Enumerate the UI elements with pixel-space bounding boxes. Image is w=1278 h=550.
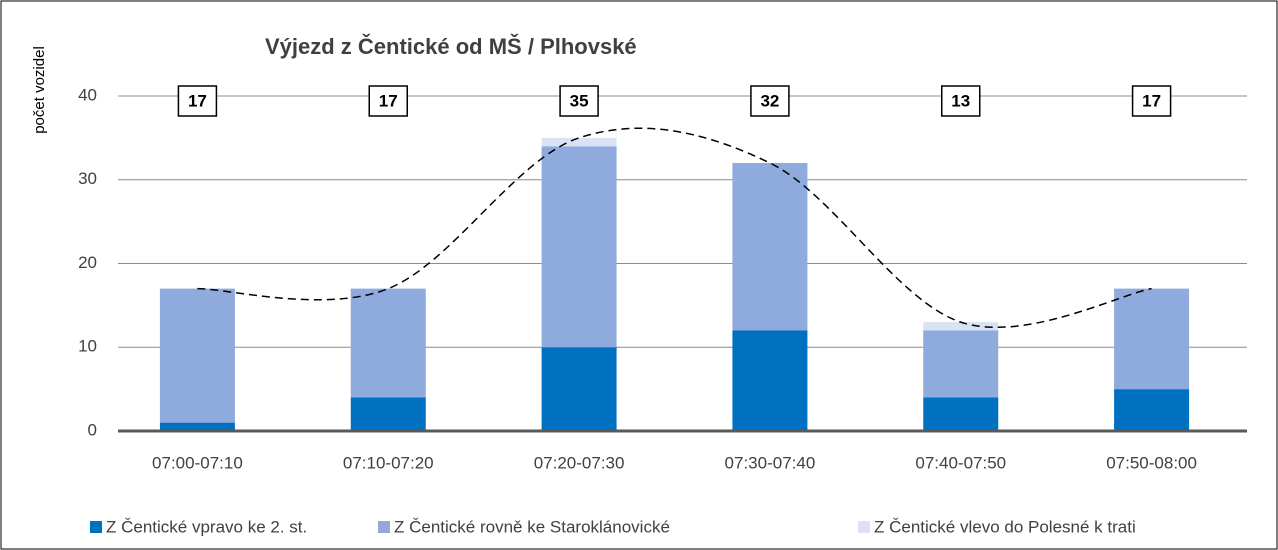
total-label: 35 [570, 91, 589, 110]
total-label: 32 [760, 91, 779, 110]
y-tick-label: 0 [88, 420, 97, 439]
x-tick-label: 07:20-07:30 [534, 453, 625, 472]
legend-label: Z Čentické vlevo do Polesné k trati [874, 517, 1136, 536]
total-label: 17 [379, 91, 398, 110]
bar-segment [159, 288, 235, 423]
bar-segment [732, 330, 808, 431]
bar-segment [350, 288, 426, 398]
bar-segment [541, 137, 617, 147]
bar-segment [1114, 288, 1190, 390]
x-tick-label: 07:10-07:20 [343, 453, 434, 472]
x-tick-label: 07:40-07:50 [915, 453, 1006, 472]
total-label-box [368, 85, 408, 117]
legend-label: Z Čentické vpravo ke 2. st. [106, 517, 307, 536]
x-tick-label: 07:00-07:10 [152, 453, 243, 472]
x-tick-label: 07:30-07:40 [725, 453, 816, 472]
chart-title: Výjezd z Čentické od MŠ / Plhovské [265, 34, 637, 59]
y-tick-label: 30 [78, 169, 97, 188]
y-tick-label: 40 [78, 85, 97, 104]
total-label-box [177, 85, 218, 117]
total-label-box [941, 85, 981, 117]
y-tick-label: 10 [78, 337, 97, 356]
bar-segment [923, 322, 999, 331]
legend-swatch [858, 521, 870, 533]
bar-segment [541, 146, 617, 348]
total-trend-line [197, 127, 1152, 328]
bar-segment [1114, 389, 1190, 431]
bar-segment [923, 330, 999, 398]
total-label: 17 [1142, 91, 1161, 110]
bar-segment [350, 397, 426, 431]
total-label-box [750, 85, 790, 117]
bar-segment [923, 397, 999, 431]
y-tick-label: 20 [78, 253, 97, 272]
bar-segment [541, 347, 617, 431]
bar-segment [732, 163, 808, 331]
total-label: 13 [951, 91, 970, 110]
legend-label: Z Čentické rovně ke Staroklánovické [394, 517, 670, 536]
total-label-box [559, 85, 599, 117]
legend-swatch [90, 521, 102, 533]
total-label-box [1131, 85, 1172, 117]
y-axis-label: počet vozidel [31, 46, 48, 134]
legend-swatch [378, 521, 390, 533]
bar-segment [159, 422, 235, 431]
total-label: 17 [188, 91, 207, 110]
x-tick-label: 07:50-08:00 [1106, 453, 1197, 472]
